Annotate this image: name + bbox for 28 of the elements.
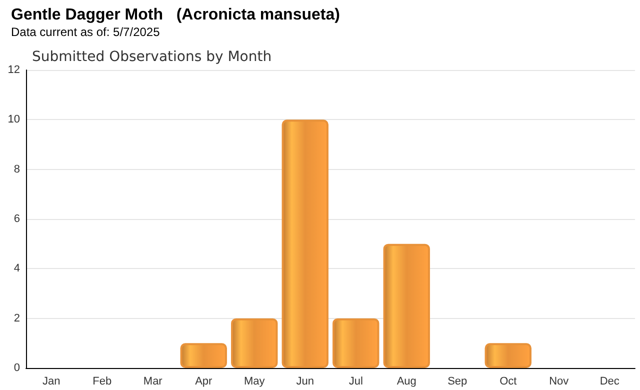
chart-title: Gentle Dagger Moth (Acronicta mansueta) [11, 6, 340, 24]
bar [383, 244, 430, 368]
x-tick-label: Mar [143, 376, 163, 388]
bar [332, 318, 380, 368]
x-tick-label: Nov [549, 376, 570, 388]
x-tick-label: Dec [600, 376, 620, 388]
x-tick-label: Sep [448, 376, 468, 388]
bar [484, 343, 532, 368]
text: Submitted Observations by Month [32, 49, 272, 65]
bar [282, 120, 328, 368]
x-tick-label: Jul [348, 376, 363, 388]
y-tick-label: 0 [14, 362, 20, 374]
bar [231, 318, 278, 368]
y-tick-label: 4 [14, 262, 20, 275]
y-tick-label: 2 [14, 312, 20, 324]
x-tick-label: Feb [92, 376, 112, 388]
x-tick-label: Aug [396, 376, 416, 388]
bar [180, 343, 227, 368]
x-tick-label: Jun [296, 376, 314, 388]
y-tick-label: 10 [8, 114, 20, 126]
y-tick-label: 6 [14, 213, 20, 225]
y-tick-label: 12 [8, 64, 20, 76]
y-tick-label: 8 [14, 163, 20, 176]
chart-subtitle: Data current as of: 5/7/2025 [11, 25, 160, 39]
x-tick-label: May [244, 376, 266, 388]
x-tick-label: Jan [42, 376, 60, 388]
x-tick-label: Oct [500, 376, 517, 388]
x-tick-label: Apr [195, 376, 213, 388]
